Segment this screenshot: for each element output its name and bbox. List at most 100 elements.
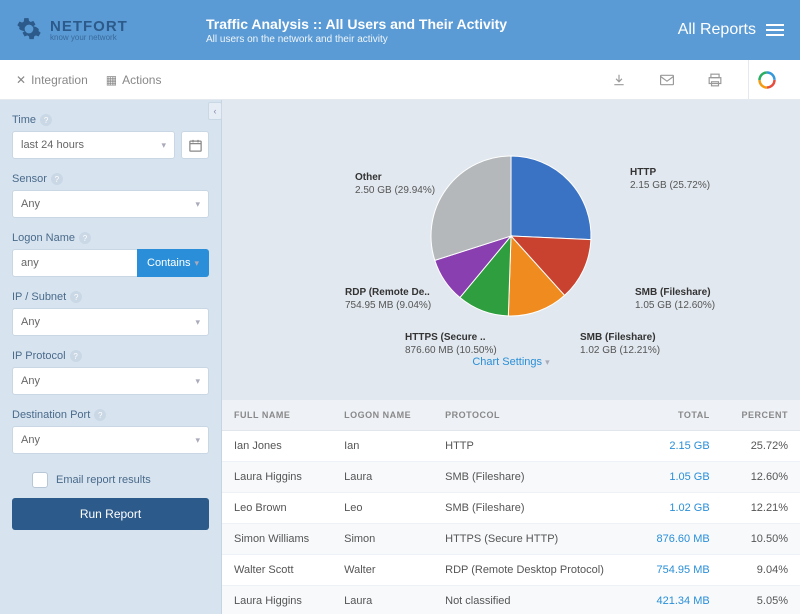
help-icon[interactable]: ?: [94, 409, 106, 421]
help-icon[interactable]: ?: [40, 114, 52, 126]
table-cell: RDP (Remote Desktop Protocol): [433, 555, 636, 586]
table-cell: Ian: [332, 431, 433, 462]
table-cell: Simon Williams: [222, 524, 332, 555]
table-cell: Leo: [332, 493, 433, 524]
table-cell: Leo Brown: [222, 493, 332, 524]
help-icon[interactable]: ?: [70, 291, 82, 303]
pie-slice[interactable]: [511, 156, 591, 240]
table-cell: 25.72%: [722, 431, 800, 462]
table-cell: 9.04%: [722, 555, 800, 586]
table-row[interactable]: Laura HigginsLauraSMB (Fileshare)1.05 GB…: [222, 462, 800, 493]
column-header[interactable]: FULL NAME: [222, 400, 332, 431]
table-cell: 12.60%: [722, 462, 800, 493]
table-cell: 754.95 MB: [636, 555, 722, 586]
table-row[interactable]: Laura HigginsLauraNot classified421.34 M…: [222, 586, 800, 614]
print-icon[interactable]: [700, 65, 730, 95]
brand-tagline: know your network: [50, 34, 128, 42]
table-row[interactable]: Ian JonesIanHTTP2.15 GB25.72%: [222, 431, 800, 462]
tools-icon: ✕: [16, 73, 26, 87]
app-header: NETFORT know your network Traffic Analys…: [0, 0, 800, 60]
chart-settings-link[interactable]: Chart Settings ▾: [472, 356, 549, 368]
chevron-down-icon: ▾: [195, 317, 200, 328]
table-row[interactable]: Leo BrownLeoSMB (Fileshare)1.02 GB12.21%: [222, 493, 800, 524]
ip-select[interactable]: Any▾: [12, 308, 209, 336]
table-cell: 2.15 GB: [636, 431, 722, 462]
toolbar: ✕ Integration ▦ Actions: [0, 60, 800, 100]
chevron-down-icon: ▾: [195, 435, 200, 446]
help-icon[interactable]: ?: [51, 173, 63, 185]
filter-sidebar: ‹ Time? last 24 hours▾ Sensor? Any▾ Logo…: [0, 100, 222, 614]
gear-icon: [16, 16, 42, 45]
table-cell: Simon: [332, 524, 433, 555]
table-cell: Walter Scott: [222, 555, 332, 586]
ip-label: IP / Subnet?: [12, 291, 209, 303]
integration-label: Integration: [31, 73, 88, 87]
table-cell: SMB (Fileshare): [433, 462, 636, 493]
actions-button[interactable]: ▦ Actions: [106, 73, 162, 87]
proto-select[interactable]: Any▾: [12, 367, 209, 395]
chart-panel: HTTP2.15 GB (25.72%)SMB (Fileshare)1.05 …: [222, 100, 800, 400]
chevron-down-icon: ▾: [195, 199, 200, 210]
port-label: Destination Port?: [12, 409, 209, 421]
table-cell: Walter: [332, 555, 433, 586]
table-row[interactable]: Simon WilliamsSimonHTTPS (Secure HTTP)87…: [222, 524, 800, 555]
logon-label: Logon Name?: [12, 232, 209, 244]
email-label: Email report results: [56, 474, 151, 486]
table-cell: Laura: [332, 462, 433, 493]
brand-name: NETFORT: [50, 19, 128, 34]
port-select[interactable]: Any▾: [12, 426, 209, 454]
calendar-button[interactable]: [181, 131, 209, 159]
chevron-down-icon: ▾: [545, 357, 550, 367]
table-cell: 876.60 MB: [636, 524, 722, 555]
sensor-select[interactable]: Any▾: [12, 190, 209, 218]
column-header[interactable]: TOTAL: [636, 400, 722, 431]
table-cell: HTTP: [433, 431, 636, 462]
table-cell: Ian Jones: [222, 431, 332, 462]
contains-button[interactable]: Contains▾: [137, 249, 209, 277]
chevron-down-icon: ▾: [194, 258, 199, 269]
pie-label: SMB (Fileshare)1.02 GB (12.21%): [580, 331, 660, 357]
time-select[interactable]: last 24 hours▾: [12, 131, 175, 159]
table-row[interactable]: Walter ScottWalterRDP (Remote Desktop Pr…: [222, 555, 800, 586]
proto-label: IP Protocol?: [12, 350, 209, 362]
grid-icon: ▦: [106, 73, 117, 87]
all-reports-link[interactable]: All Reports: [678, 21, 756, 39]
chevron-down-icon: ▾: [195, 376, 200, 387]
table-cell: 5.05%: [722, 586, 800, 614]
table-cell: Laura Higgins: [222, 586, 332, 614]
table-cell: Laura Higgins: [222, 462, 332, 493]
help-icon[interactable]: ?: [70, 350, 82, 362]
download-icon[interactable]: [604, 65, 634, 95]
table-cell: 10.50%: [722, 524, 800, 555]
pie-label: Other2.50 GB (29.94%): [355, 171, 435, 197]
logo: NETFORT know your network: [16, 16, 206, 45]
color-ring-icon[interactable]: [748, 60, 784, 100]
column-header[interactable]: PERCENT: [722, 400, 800, 431]
help-icon[interactable]: ?: [79, 232, 91, 244]
column-header[interactable]: LOGON NAME: [332, 400, 433, 431]
subtitle-text: All users on the network and their activ…: [206, 34, 678, 45]
mail-icon[interactable]: [652, 65, 682, 95]
run-report-button[interactable]: Run Report: [12, 498, 209, 530]
table-cell: HTTPS (Secure HTTP): [433, 524, 636, 555]
actions-label: Actions: [122, 73, 161, 87]
menu-icon[interactable]: [766, 24, 784, 36]
column-header[interactable]: PROTOCOL: [433, 400, 636, 431]
chevron-down-icon: ▾: [161, 140, 166, 151]
pie-chart: [231, 116, 791, 356]
time-label: Time?: [12, 114, 209, 126]
page-title: Traffic Analysis :: All Users and Their …: [206, 16, 678, 45]
sensor-label: Sensor?: [12, 173, 209, 185]
table-cell: Not classified: [433, 586, 636, 614]
pie-label: SMB (Fileshare)1.05 GB (12.60%): [635, 286, 715, 312]
integration-button[interactable]: ✕ Integration: [16, 73, 88, 87]
results-table: FULL NAMELOGON NAMEPROTOCOLTOTALPERCENT …: [222, 400, 800, 614]
table-cell: 1.02 GB: [636, 493, 722, 524]
table-cell: 421.34 MB: [636, 586, 722, 614]
table-cell: 1.05 GB: [636, 462, 722, 493]
pie-label: HTTPS (Secure ..876.60 MB (10.50%): [405, 331, 497, 357]
pie-label: RDP (Remote De..754.95 MB (9.04%): [345, 286, 431, 312]
logon-input[interactable]: any: [12, 249, 137, 277]
collapse-sidebar-button[interactable]: ‹: [208, 102, 222, 120]
email-checkbox[interactable]: [32, 472, 48, 488]
